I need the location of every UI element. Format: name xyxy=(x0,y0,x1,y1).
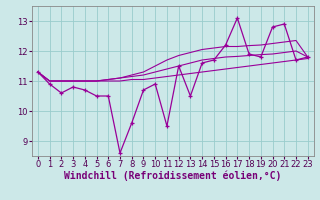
X-axis label: Windchill (Refroidissement éolien,°C): Windchill (Refroidissement éolien,°C) xyxy=(64,171,282,181)
